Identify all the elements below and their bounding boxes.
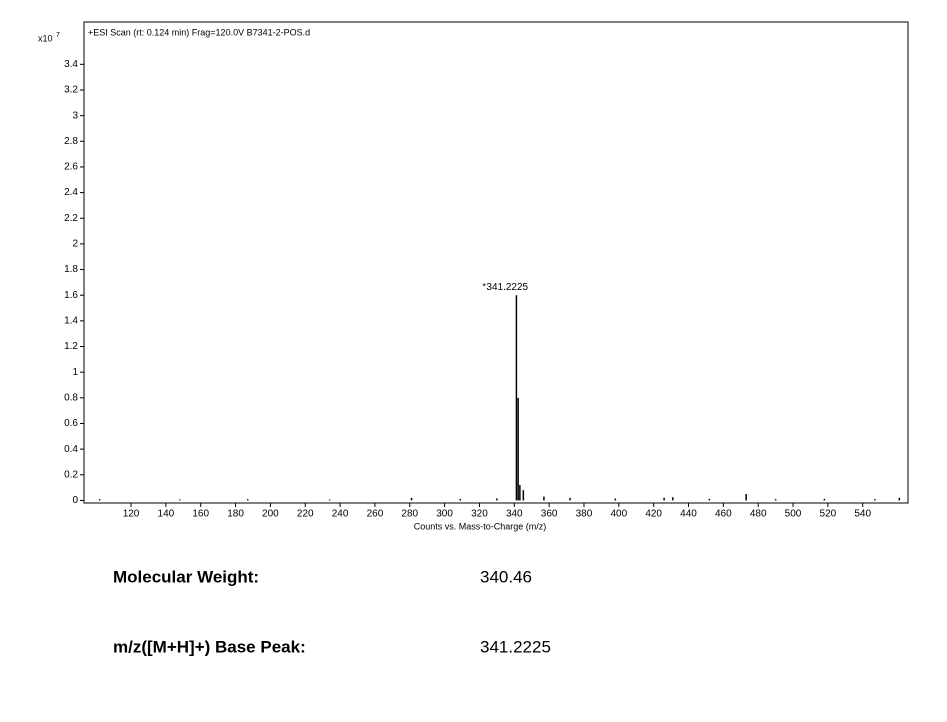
y-tick-label: 2.4 [64,187,78,198]
x-tick-label: 120 [123,509,140,520]
x-tick-label: 380 [576,509,593,520]
x-tick-label: 280 [401,509,418,520]
y-tick-label: 3.4 [64,59,78,70]
y-tick-label: 1 [72,367,78,378]
y-tick-label: 0.8 [64,392,78,403]
x-tick-label: 300 [436,509,453,520]
info-value: 340.46 [480,567,532,586]
x-tick-label: 400 [610,509,627,520]
chart-title: +ESI Scan (rt: 0.124 min) Frag=120.0V B7… [88,27,310,37]
x-tick-label: 140 [158,509,175,520]
x-tick-label: 180 [227,509,244,520]
info-label: m/z([M+H]+) Base Peak: [113,637,306,656]
y-tick-label: 2.2 [64,213,78,224]
plot-frame [83,21,909,504]
x-tick-label: 520 [820,509,837,520]
info-label: Molecular Weight: [113,567,259,586]
x-tick-label: 260 [367,509,384,520]
y-tick-label: 0.2 [64,469,78,480]
y-tick-label: 0 [72,495,78,506]
y-tick-label: 1.4 [64,316,78,327]
x-tick-label: 340 [506,509,523,520]
y-tick-label: 3 [72,110,78,121]
y-tick-label: 1.2 [64,341,78,352]
x-tick-label: 160 [192,509,209,520]
x-tick-label: 500 [785,509,802,520]
x-tick-label: 200 [262,509,279,520]
y-exponent: 7 [56,32,60,39]
y-tick-label: 2.6 [64,162,78,173]
y-tick-label: 1.8 [64,264,78,275]
y-tick-label: 3.2 [64,85,78,96]
y-tick-label: 2 [72,239,78,250]
peak-label: 341.2225 [486,282,528,293]
x-tick-label: 240 [332,509,349,520]
x-tick-label: 540 [854,509,871,520]
y-multiplier: x10 [38,33,53,43]
y-tick-label: 0.4 [64,444,78,455]
peak-marker: * [482,282,486,292]
x-axis-label: Counts vs. Mass-to-Charge (m/z) [414,521,547,531]
y-tick-label: 0.6 [64,418,78,429]
x-tick-label: 480 [750,509,767,520]
x-tick-label: 360 [541,509,558,520]
x-tick-label: 220 [297,509,314,520]
x-tick-label: 320 [471,509,488,520]
info-value: 341.2225 [480,637,551,656]
y-tick-label: 1.6 [64,290,78,301]
x-tick-label: 460 [715,509,732,520]
x-tick-label: 440 [680,509,697,520]
y-tick-label: 2.8 [64,136,78,147]
x-tick-label: 420 [645,509,662,520]
